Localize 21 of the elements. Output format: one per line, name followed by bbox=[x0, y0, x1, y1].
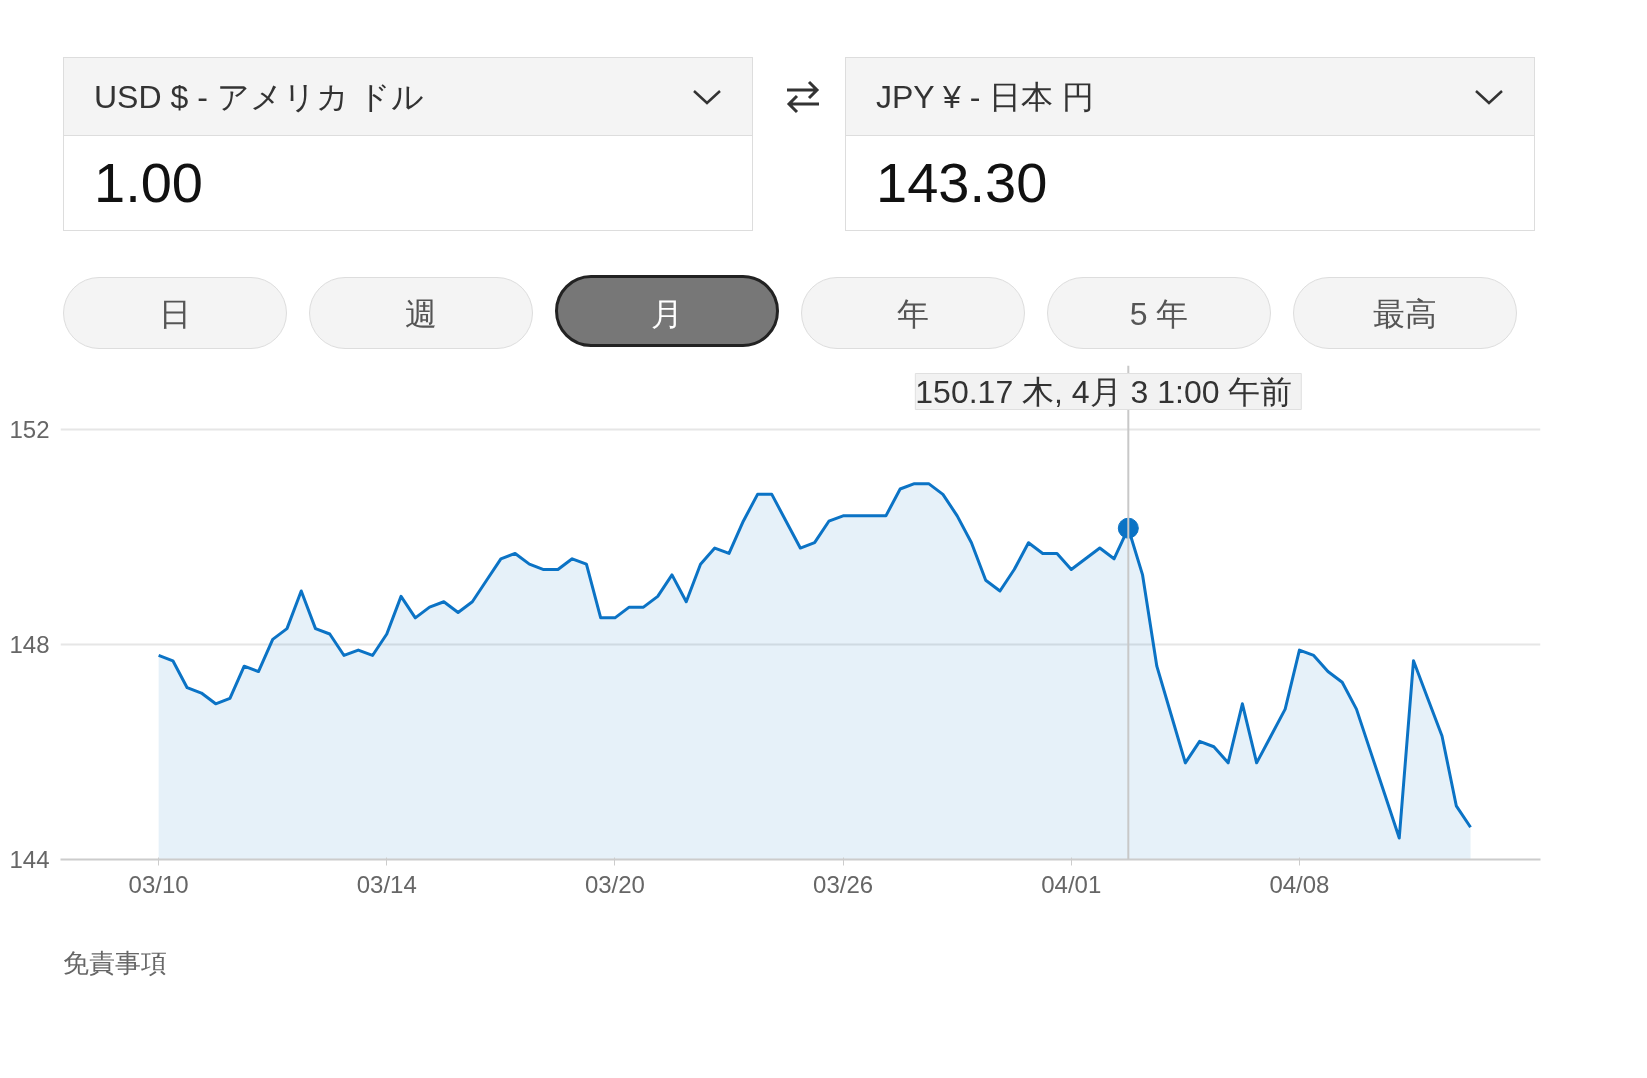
x-tick-label: 04/08 bbox=[1269, 870, 1330, 898]
y-tick-label: 148 bbox=[9, 631, 50, 659]
annotation: 150.17 木, 4月 3 1:00 午前 bbox=[915, 373, 1293, 410]
x-tick-label: 03/20 bbox=[584, 870, 645, 898]
x-tick-label: 03/10 bbox=[128, 870, 189, 898]
text: 免責事項 bbox=[63, 947, 167, 980]
x-tick-label: 04/01 bbox=[1041, 870, 1102, 898]
y-tick-label: 144 bbox=[9, 846, 50, 873]
y-tick-label: 152 bbox=[9, 416, 50, 444]
text: 5 年 bbox=[1047, 277, 1271, 349]
text: USD $ - アメリカ ドル bbox=[64, 58, 752, 136]
text: 月 bbox=[555, 275, 779, 347]
text: 最高 bbox=[1293, 277, 1517, 349]
x-tick-label: 03/26 bbox=[813, 870, 874, 898]
text: JPY ¥ - 日本 円 bbox=[846, 58, 1534, 136]
text: 週 bbox=[309, 277, 533, 349]
text: 1.00 bbox=[93, 150, 204, 216]
text: 年 bbox=[801, 277, 1025, 349]
text: 日 bbox=[63, 277, 287, 349]
x-tick-label: 03/14 bbox=[356, 870, 417, 898]
text: 143.30 bbox=[875, 150, 1049, 216]
